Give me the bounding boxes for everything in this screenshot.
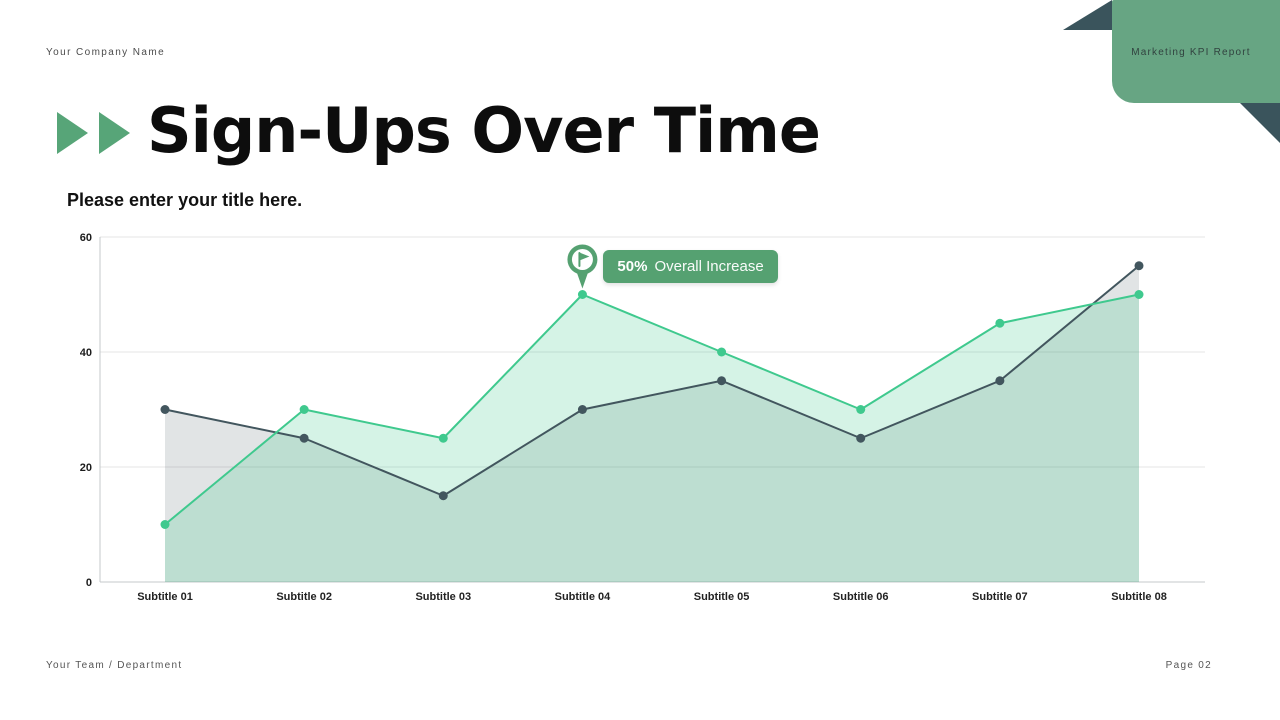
badge-label: Overall Increase	[654, 258, 764, 275]
x-category-label: Subtitle 08	[1111, 591, 1167, 603]
x-category-label: Subtitle 05	[694, 591, 750, 603]
y-tick-label: 60	[80, 232, 92, 244]
x-category-label: Subtitle 07	[972, 591, 1028, 603]
badge-value: 50%	[617, 258, 648, 275]
dark-slate-series-area	[165, 265, 1139, 582]
company-name: Your Company Name	[46, 47, 166, 58]
y-tick-label: 40	[80, 347, 92, 359]
dark-slate-series-point	[995, 376, 1005, 386]
page-title: Sign-Ups Over Time	[147, 94, 821, 167]
x-category-label: Subtitle 03	[415, 591, 471, 603]
y-tick-label: 0	[86, 577, 92, 589]
dark-slate-series-point	[717, 376, 727, 386]
y-tick-label: 20	[80, 462, 92, 474]
dark-slate-series-point	[299, 433, 309, 443]
green-series-point	[577, 290, 587, 299]
green-series-point	[438, 433, 448, 443]
ribbon-fold-triangle-icon	[1240, 103, 1280, 143]
ribbon-label: Marketing KPI Report	[1131, 47, 1251, 58]
green-series-point	[995, 318, 1005, 328]
dark-slate-series-point	[160, 405, 170, 414]
green-series-line	[164, 293, 1140, 526]
flag-pin-icon	[567, 244, 598, 289]
green-series-point	[856, 405, 866, 414]
overall-increase-badge: 50% Overall Increase	[603, 250, 778, 283]
footer-team-department: Your Team / Department	[46, 660, 183, 671]
green-series-point	[160, 520, 170, 529]
x-category-label: Subtitle 04	[555, 591, 612, 603]
green-series-point	[299, 405, 309, 414]
header-ribbon: Marketing KPI Report	[1112, 0, 1280, 103]
chart-canvas: 0 20 40 60 Subtitle 01 Subtitle 02 Subtitle 03…	[80, 232, 1205, 603]
green-series-point	[1134, 290, 1144, 299]
page-subtitle: Please enter your title here.	[67, 190, 303, 210]
ribbon-corner-triangle-icon	[1063, 0, 1112, 30]
dark-slate-series-point	[1134, 261, 1144, 271]
x-category-label: Subtitle 01	[137, 591, 193, 603]
dark-slate-series-line	[164, 264, 1140, 497]
signups-area-chart: 0 20 40 60 Subtitle 01 Subtitle 02 Subtitle 03…	[80, 230, 1220, 610]
green-series-point	[717, 347, 727, 357]
x-category-label: Subtitle 02	[276, 591, 332, 603]
footer-page-number: Page 02	[1165, 660, 1212, 671]
x-category-label: Subtitle 06	[833, 591, 889, 603]
title-arrow-icon	[99, 112, 130, 154]
dark-slate-series-point	[856, 433, 866, 443]
dark-slate-series-point	[577, 405, 587, 414]
green-series-area	[165, 294, 1139, 582]
title-arrow-icon	[57, 112, 88, 154]
dark-slate-series-point	[438, 491, 448, 501]
